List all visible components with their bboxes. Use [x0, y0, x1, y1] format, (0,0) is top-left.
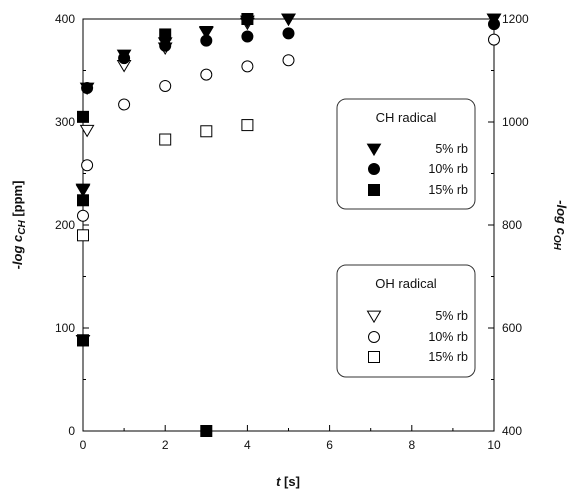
data-point-oh-10pct-rb	[81, 159, 94, 172]
data-point-ch-10pct-rb	[81, 82, 94, 95]
x-tick-label: 10	[487, 438, 501, 452]
y-right-tick-label: 400	[502, 424, 522, 438]
data-point-ch-10pct-rb	[241, 30, 254, 43]
y-right-tick-label: 1000	[502, 115, 529, 129]
data-point-ch-15pct-rb	[241, 13, 254, 25]
legend-ch-markers	[366, 143, 382, 196]
data-point-ch-10pct-rb	[118, 52, 131, 65]
legend-oh-label-15: 15% rb	[428, 350, 468, 364]
x-tick-label: 4	[244, 438, 251, 452]
data-point-oh-5pct-rb	[79, 124, 95, 138]
legend-oh-label-10: 10% rb	[428, 330, 468, 344]
x-tick-label: 8	[408, 438, 415, 452]
x-tick-label: 6	[326, 438, 333, 452]
legend-oh-radical: OH radical 5% rb 10% rb 15% rb	[336, 264, 476, 378]
legend-ch-box	[336, 98, 476, 210]
legend-oh-label-5: 5% rb	[435, 309, 468, 323]
legend-ch-label-10: 10% rb	[428, 162, 468, 176]
legend-ch-label-5: 5% rb	[435, 142, 468, 156]
data-point-oh-15pct-rb	[241, 119, 254, 132]
data-point-ch-15pct-rb	[200, 425, 213, 437]
legend-marker-ch	[368, 163, 380, 175]
data-point-ch-15pct-rb	[77, 110, 89, 123]
data-point-oh-10pct-rb	[200, 68, 213, 81]
y-right-tick-label: 800	[502, 218, 522, 232]
legend-marker-ch	[366, 143, 382, 157]
data-point-ch-15pct-rb	[159, 28, 172, 41]
data-point-ch-5pct-rb	[281, 13, 296, 27]
legend-oh-markers	[366, 310, 382, 363]
data-point-oh-10pct-rb	[159, 79, 172, 92]
x-tick-label: 2	[162, 438, 169, 452]
data-point-oh-10pct-rb	[488, 33, 500, 46]
data-markers	[75, 13, 502, 437]
legend-marker-oh	[368, 351, 380, 363]
data-point-oh-10pct-rb	[118, 98, 131, 111]
x-tick-label: 0	[80, 438, 87, 452]
y-left-tick-label: 0	[68, 424, 75, 438]
data-point-oh-15pct-rb	[200, 125, 213, 138]
y-left-tick-label: 300	[55, 115, 75, 129]
legend-oh-box	[336, 264, 476, 378]
y-axis-right-title: -log cOH	[551, 200, 569, 250]
data-point-ch-10pct-rb	[488, 18, 500, 31]
data-point-oh-10pct-rb	[282, 54, 295, 67]
x-axis-title: t [s]	[276, 474, 300, 489]
y-right-tick-label: 600	[502, 321, 522, 335]
legend-marker-oh	[366, 310, 382, 324]
data-point-ch-5pct-rb	[75, 183, 91, 197]
data-point-ch-10pct-rb	[282, 27, 295, 40]
data-point-oh-10pct-rb	[77, 209, 89, 222]
legend-ch-title: CH radical	[376, 110, 437, 125]
data-point-oh-15pct-rb	[77, 229, 89, 242]
data-point-oh-15pct-rb	[159, 133, 172, 146]
legend-oh-title: OH radical	[375, 276, 437, 291]
data-point-ch-15pct-rb	[77, 334, 89, 347]
y-left-tick-label: 100	[55, 321, 75, 335]
legend-ch-radical: CH radical 5% rb 10% rb 15% rb	[336, 98, 476, 210]
y-right-tick-label: 1200	[502, 12, 529, 26]
y-left-tick-label: 200	[55, 218, 75, 232]
data-point-ch-10pct-rb	[159, 39, 172, 52]
data-point-oh-10pct-rb	[241, 60, 254, 73]
data-point-ch-10pct-rb	[200, 34, 213, 47]
legend-marker-ch	[368, 184, 380, 196]
data-point-ch-5pct-rb	[198, 25, 214, 39]
legend-marker-oh	[368, 331, 380, 343]
y-left-tick-label: 400	[55, 12, 75, 26]
data-point-ch-15pct-rb	[77, 194, 89, 207]
y-axis-left-title: -log cCH [ppm]	[10, 181, 28, 270]
legend-ch-label-15: 15% rb	[428, 183, 468, 197]
